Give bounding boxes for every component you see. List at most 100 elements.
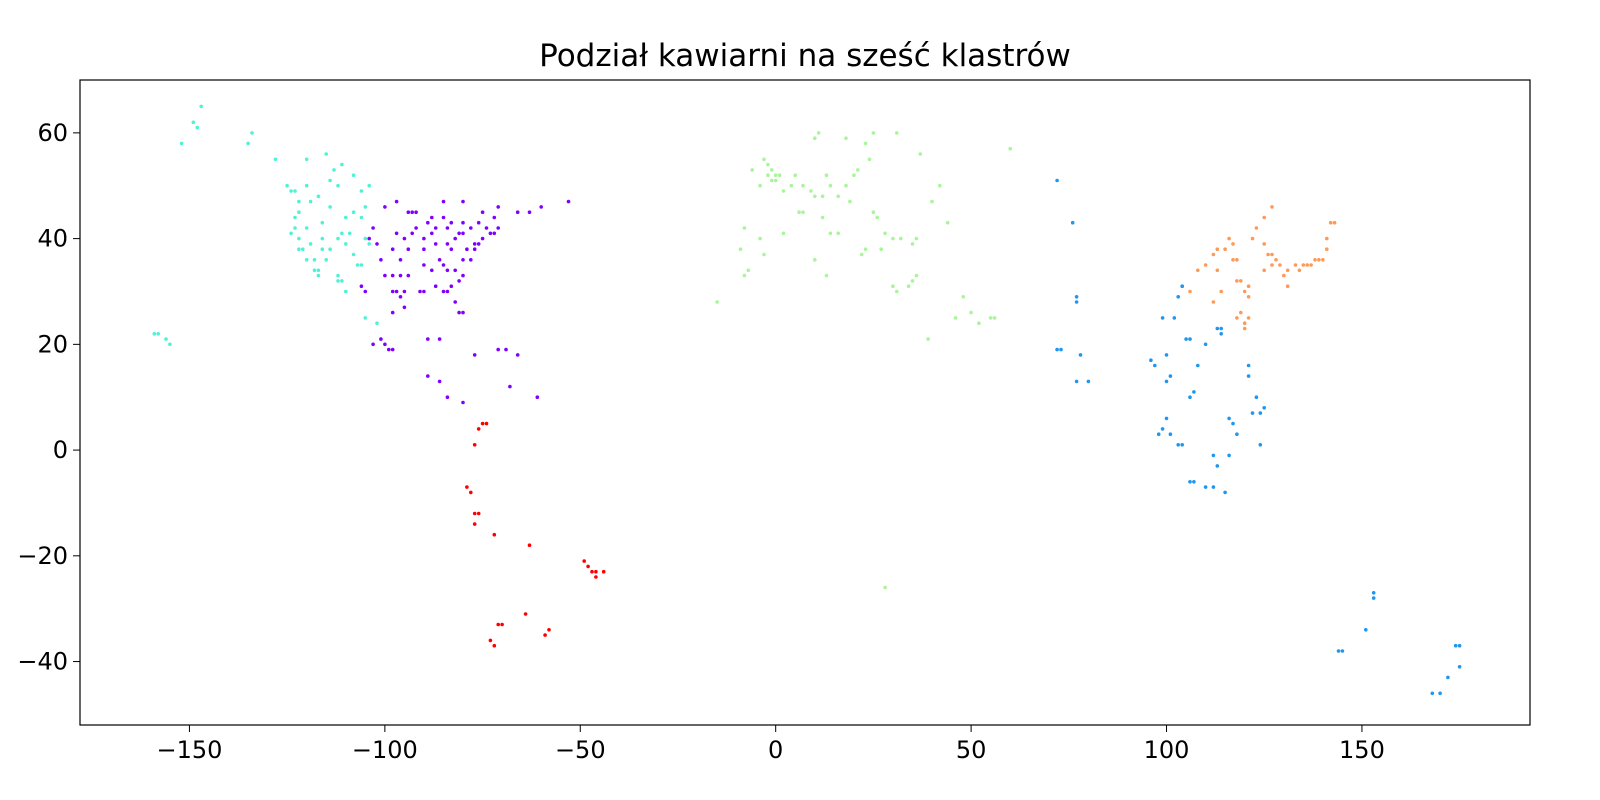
cluster-3-point (945, 220, 950, 225)
cluster-5-point (1164, 353, 1169, 357)
cluster-1-point (496, 347, 501, 352)
cluster-5-point (1371, 591, 1376, 595)
cluster-3-point (883, 231, 887, 236)
cluster-3-point (770, 178, 774, 183)
cluster-2-point (340, 279, 344, 283)
cluster-4-point (1250, 236, 1255, 241)
cluster-5-point (1055, 347, 1059, 352)
cluster-6-point (465, 485, 469, 489)
cluster-2-point (199, 104, 203, 109)
cluster-4-point (1239, 279, 1243, 283)
cluster-1-point (457, 231, 461, 236)
cluster-2-point (308, 242, 313, 246)
cluster-2-point (367, 242, 372, 246)
cluster-6-point (492, 532, 497, 537)
cluster-3-point (875, 215, 880, 220)
y-tick-label: −20 (17, 542, 68, 570)
cluster-6-point (586, 564, 590, 569)
cluster-1-point (449, 220, 454, 225)
cluster-2-point (273, 157, 278, 162)
cluster-1-point (441, 289, 446, 294)
cluster-5-point (1160, 427, 1165, 431)
cluster-4-point (1223, 247, 1227, 251)
cluster-3-point (777, 173, 782, 177)
cluster-5-point (1070, 220, 1075, 225)
cluster-1-point (496, 226, 501, 230)
cluster-3-point (820, 194, 825, 199)
cluster-5-point (1168, 374, 1173, 378)
cluster-6-point (496, 622, 501, 627)
cluster-1-point (457, 310, 461, 315)
cluster-4-point (1317, 258, 1321, 262)
cluster-3-point (879, 247, 883, 251)
cluster-6-point (484, 421, 489, 426)
cluster-2-point (304, 226, 309, 230)
cluster-5-point (1254, 395, 1259, 400)
cluster-2-point (289, 231, 293, 236)
cluster-3-point (781, 231, 786, 236)
cluster-1-point (472, 353, 477, 357)
cluster-1-point (492, 215, 497, 220)
cluster-2-point (152, 332, 157, 336)
cluster-3-point (938, 183, 942, 188)
cluster-4-point (1246, 295, 1251, 299)
cluster-1-point (515, 353, 520, 357)
cluster-1-point (359, 284, 364, 289)
cluster-2-point (359, 215, 364, 220)
cluster-5-point (1223, 490, 1227, 495)
cluster-2-point (312, 268, 317, 273)
cluster-2-point (328, 247, 332, 251)
y-tick-label: 60 (37, 119, 68, 147)
cluster-4-point (1301, 263, 1306, 267)
cluster-1-point (390, 273, 395, 278)
cluster-2-point (344, 215, 348, 220)
cluster-3-point (844, 136, 848, 140)
cluster-2-point (297, 236, 301, 241)
cluster-1-point (422, 289, 426, 294)
cluster-5-point (1078, 353, 1083, 357)
cluster-3-point (738, 247, 743, 251)
cluster-5-point (1196, 363, 1200, 368)
cluster-3-point (871, 131, 876, 135)
points-layer (152, 104, 1462, 696)
cluster-5-point (1457, 643, 1462, 648)
cluster-1-point (461, 220, 465, 225)
cluster-2-point (344, 242, 348, 246)
cluster-3-point (789, 183, 794, 188)
cluster-2-point (351, 210, 356, 214)
cluster-2-point (297, 199, 301, 204)
cluster-4-point (1285, 284, 1290, 289)
cluster-1-point (515, 210, 520, 214)
cluster-1-point (453, 300, 458, 304)
cluster-1-point (363, 289, 368, 294)
cluster-4-point (1231, 258, 1235, 262)
cluster-4-point (1235, 316, 1239, 320)
cluster-2-point (351, 173, 356, 177)
cluster-5-point (1160, 316, 1165, 320)
cluster-3-point (801, 183, 805, 188)
cluster-2-point (304, 258, 309, 262)
cluster-1-point (476, 242, 481, 246)
cluster-1-point (441, 263, 446, 267)
cluster-2-point (301, 247, 305, 251)
cluster-5-point (1235, 432, 1239, 437)
cluster-3-point (895, 131, 899, 135)
cluster-2-point (332, 168, 336, 172)
cluster-5-point (1164, 416, 1169, 421)
cluster-1-point (461, 231, 465, 236)
cluster-5-point (1457, 665, 1462, 669)
x-tick-label: 0 (768, 736, 783, 764)
cluster-3-point (797, 210, 801, 214)
cluster-4-point (1215, 268, 1220, 273)
cluster-4-point (1325, 247, 1329, 251)
cluster-1-point (414, 226, 418, 230)
cluster-1-point (453, 236, 458, 241)
cluster-1-point (465, 247, 469, 251)
cluster-3-point (859, 252, 864, 257)
cluster-3-point (914, 273, 919, 278)
cluster-2-point (363, 316, 368, 320)
cluster-3-point (793, 173, 797, 177)
cluster-4-point (1235, 258, 1239, 262)
cluster-5-point (1211, 453, 1216, 458)
cluster-4-point (1274, 258, 1278, 262)
